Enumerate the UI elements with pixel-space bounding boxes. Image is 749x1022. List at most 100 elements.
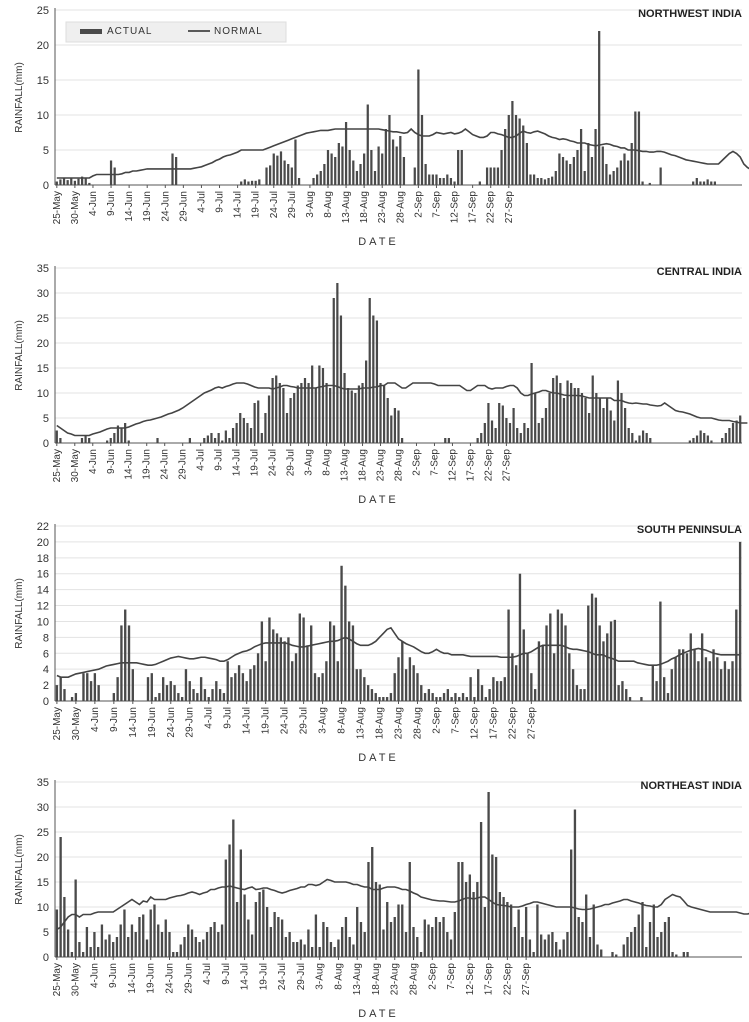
bar	[573, 388, 576, 443]
bar	[284, 937, 288, 957]
bar	[564, 625, 567, 701]
bar	[615, 954, 618, 957]
bar	[249, 428, 253, 443]
bar	[196, 693, 199, 701]
bar	[257, 400, 260, 443]
bar	[545, 625, 548, 701]
bar	[522, 629, 525, 701]
bar	[269, 927, 273, 957]
bar	[453, 912, 456, 957]
x-tick-label: 30-May	[71, 963, 82, 996]
bar	[89, 947, 92, 957]
bar	[382, 929, 385, 957]
legend-label-actual: ACTUAL	[107, 26, 152, 37]
bar	[146, 677, 150, 701]
bar	[559, 383, 562, 443]
x-tick-label: 13-Aug	[356, 707, 367, 739]
bar	[616, 380, 620, 443]
bar	[634, 440, 638, 443]
bar	[307, 929, 310, 957]
bar	[719, 669, 723, 701]
x-tick-label: 12-Sep	[465, 963, 476, 996]
bar	[507, 115, 510, 185]
bar	[291, 661, 294, 701]
bar	[491, 854, 494, 957]
bar	[78, 942, 81, 957]
bar	[427, 689, 431, 701]
x-tick-label: 28-Aug	[412, 707, 423, 739]
bar	[438, 178, 442, 185]
y-tick-label: 20	[37, 338, 49, 350]
bar	[217, 932, 220, 957]
bar	[290, 167, 293, 185]
bar	[496, 681, 499, 701]
bar	[408, 862, 411, 957]
bar	[576, 150, 579, 185]
bar	[626, 160, 630, 185]
bar	[80, 438, 84, 443]
bar	[347, 621, 351, 701]
bar	[457, 862, 460, 957]
bar	[311, 365, 314, 443]
bar	[215, 681, 218, 701]
x-tick-label: 27-Sep	[521, 963, 532, 996]
bar	[461, 862, 464, 957]
x-tick-label: 3-Aug	[305, 191, 316, 218]
chart-svg: 0 2 4 6 8 10 12 14 16 18 20 22 25-May 30-May 4-Jun 9-Ju…	[14, 521, 742, 764]
bar	[134, 932, 137, 957]
bar	[287, 637, 290, 701]
bar	[319, 171, 322, 185]
y-tick-label: 15	[37, 363, 49, 375]
bar	[544, 408, 548, 443]
x-tick-label: 4-Jun	[89, 963, 100, 988]
bar	[366, 685, 370, 701]
bar	[59, 438, 62, 443]
x-tick-label: 17-Sep	[468, 191, 479, 224]
bar	[706, 179, 709, 185]
bar	[175, 157, 178, 185]
bar	[457, 150, 460, 185]
bar	[329, 942, 333, 957]
bar	[461, 693, 465, 701]
x-tick-label: 9-Jun	[106, 191, 117, 216]
bar	[351, 625, 355, 701]
bar	[612, 171, 615, 185]
bar	[659, 167, 662, 185]
bar	[554, 171, 557, 185]
bar	[735, 420, 738, 443]
bar	[329, 621, 332, 701]
x-tick-label: 9-Jun	[106, 449, 117, 474]
bar	[514, 665, 518, 701]
bar	[226, 661, 229, 701]
bar	[368, 298, 371, 443]
bar	[651, 665, 654, 701]
bar	[59, 677, 62, 701]
y-axis-label: RAINFALL(mm)	[14, 320, 25, 391]
bar	[245, 681, 248, 701]
x-tick-label: 24-Jun	[160, 191, 171, 222]
bar	[93, 932, 96, 957]
chart-title-central-india: CENTRAL INDIA	[657, 266, 742, 278]
x-tick-label: 25-May	[52, 963, 63, 996]
bar	[558, 949, 562, 957]
bar	[275, 633, 279, 701]
bar	[307, 383, 310, 443]
bar	[444, 438, 447, 443]
bar	[138, 917, 141, 957]
bar	[555, 942, 558, 957]
bar	[161, 677, 165, 701]
bar	[334, 157, 337, 185]
bar	[552, 378, 555, 443]
bar	[483, 423, 486, 443]
bar	[382, 697, 385, 701]
bar	[594, 597, 598, 701]
bar	[496, 167, 500, 185]
bar	[439, 697, 442, 701]
x-tick-label: 4-Jul	[196, 449, 207, 471]
bar	[280, 919, 284, 957]
bar	[164, 919, 167, 957]
bar	[106, 440, 109, 443]
bar	[402, 157, 406, 185]
x-tick-label: 27-Sep	[501, 449, 512, 482]
bar	[235, 423, 238, 443]
